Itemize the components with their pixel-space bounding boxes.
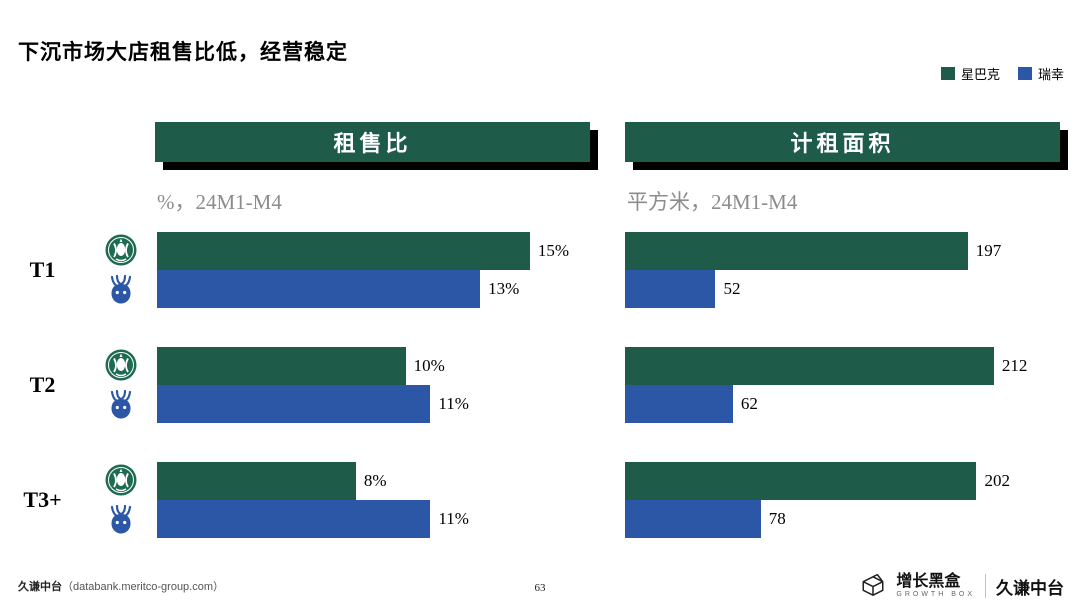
bar-value: 52	[723, 279, 741, 298]
legend-label-luckin: 瑞幸	[1037, 67, 1064, 82]
bar-value: 202	[984, 471, 1010, 490]
bar-luckin	[157, 500, 431, 538]
tier-label: T1	[29, 257, 56, 282]
tier-label: T3+	[23, 487, 62, 512]
legend: 星巴克 瑞幸	[940, 64, 1064, 83]
legend-item-luckin: 瑞幸	[1017, 64, 1064, 83]
brand-logos	[85, 231, 157, 309]
bar-luckin	[625, 500, 761, 538]
bar-line: 78	[625, 500, 1060, 538]
partner-wordmark: 久谦中台	[996, 578, 1064, 598]
bar-line: 11%	[157, 385, 592, 423]
starbucks-logo-icon	[105, 464, 137, 496]
chart-subtitle-rented-area: 平方米，24M1-M4	[627, 190, 798, 214]
legend-label-starbucks: 星巴克	[960, 67, 1000, 82]
footer-source-name: 久谦中台	[18, 581, 62, 593]
bar-value: 62	[740, 394, 758, 413]
bar-luckin	[157, 385, 431, 423]
chart-header-rented-area: 计租面积	[625, 122, 1060, 162]
bar-area: 15% 13%	[157, 232, 592, 308]
bar-line: 13%	[157, 270, 592, 308]
growth-box-en: GROWTH BOX	[896, 590, 975, 598]
bar-line: 11%	[157, 500, 592, 538]
legend-swatch-luckin	[1017, 67, 1032, 80]
legend-swatch-starbucks	[940, 67, 955, 80]
bar-value: 78	[768, 509, 786, 528]
brand-logos	[85, 346, 157, 424]
footer-source-domain: （databank.meritco-group.com）	[62, 581, 225, 593]
chart-header-rented-area-label: 计租面积	[790, 131, 895, 156]
chart-rows: T1 15% 13% 197 52 T2 10% 11% 212 62 T3+	[0, 231, 1080, 576]
bar-line: 52	[625, 270, 1060, 308]
page-title: 下沉市场大店租售比低，经营稳定	[18, 41, 348, 65]
bar-starbucks	[625, 232, 968, 270]
bar-line: 197	[625, 232, 1060, 270]
bar-value: 11%	[438, 394, 469, 413]
luckin-logo-icon	[110, 389, 132, 419]
row-group-t1: T1 15% 13% 197 52	[0, 231, 1080, 309]
bar-value: 13%	[488, 279, 520, 298]
bar-area: 212 62	[625, 347, 1060, 423]
luckin-logo-icon	[110, 504, 132, 534]
bar-area: 8% 11%	[157, 462, 592, 538]
growth-box-cn: 增长黑盒	[896, 573, 961, 591]
bar-value: 8%	[363, 471, 387, 490]
bar-line: 202	[625, 462, 1060, 500]
bar-line: 10%	[157, 347, 592, 385]
bar-area: 202 78	[625, 462, 1060, 538]
brand-divider	[985, 574, 986, 598]
bar-value: 15%	[537, 241, 570, 260]
starbucks-logo-icon	[105, 234, 137, 266]
bar-starbucks	[157, 347, 406, 385]
chart-subtitle-rent-to-sales: %，24M1-M4	[157, 190, 282, 214]
bar-line: 212	[625, 347, 1060, 385]
bar-value: 212	[1001, 356, 1028, 375]
row-group-t2: T2 10% 11% 212 62	[0, 346, 1080, 424]
bar-area: 197 52	[625, 232, 1060, 308]
growth-box-wordmark: 增长黑盒 GROWTH BOX	[896, 573, 975, 598]
chart-header-rent-to-sales: 租售比	[155, 122, 590, 162]
bar-value: 11%	[438, 509, 469, 528]
luckin-logo-icon	[110, 274, 132, 304]
bar-luckin	[625, 270, 716, 308]
bar-starbucks	[157, 462, 356, 500]
bar-value: 10%	[413, 356, 445, 375]
bar-starbucks	[157, 232, 530, 270]
bar-line: 8%	[157, 462, 592, 500]
footer-source: 久谦中台（databank.meritco-group.com）	[18, 578, 224, 594]
footer-brand: 增长黑盒 GROWTH BOX 久谦中台	[860, 573, 1064, 599]
tier-label: T2	[29, 372, 56, 397]
legend-item-starbucks: 星巴克	[940, 64, 1000, 83]
bar-line: 62	[625, 385, 1060, 423]
row-group-t3+: T3+ 8% 11% 202 78	[0, 461, 1080, 539]
bar-area: 10% 11%	[157, 347, 592, 423]
bar-starbucks	[625, 347, 994, 385]
bar-starbucks	[625, 462, 977, 500]
bar-luckin	[625, 385, 733, 423]
bar-luckin	[157, 270, 481, 308]
starbucks-logo-icon	[105, 349, 137, 381]
growth-box-cube-icon	[862, 573, 884, 596]
chart-header-rent-to-sales-label: 租售比	[333, 131, 412, 156]
page-number: 63	[534, 582, 546, 594]
bar-value: 197	[975, 241, 1002, 260]
brand-logos	[85, 461, 157, 539]
bar-line: 15%	[157, 232, 592, 270]
